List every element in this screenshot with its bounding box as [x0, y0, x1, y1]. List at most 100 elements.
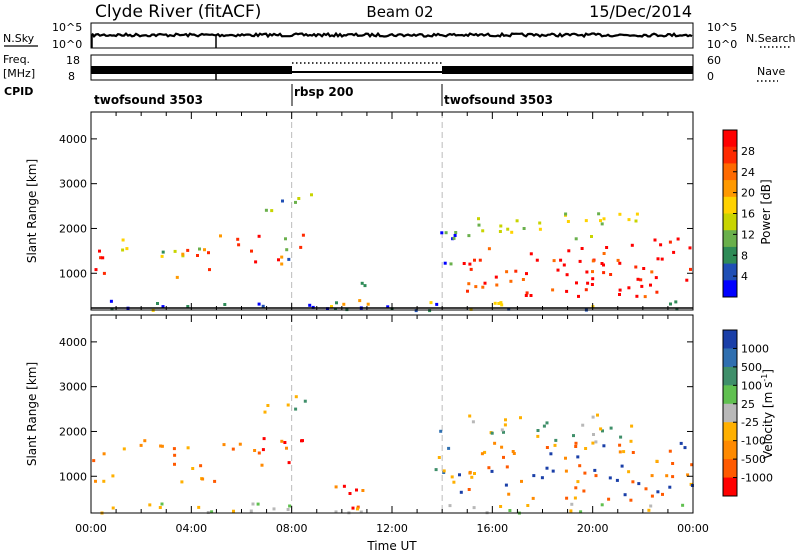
colorbar-tick-label: 4 — [741, 270, 748, 283]
time-tick-label: 04:00 — [175, 522, 207, 535]
echo-cell — [257, 234, 261, 238]
nsearch-label: N.Search — [746, 32, 796, 45]
echo-cell — [552, 259, 556, 263]
echo-cell — [631, 480, 635, 484]
echo-cell — [510, 230, 514, 234]
echo-cell — [303, 399, 307, 403]
colorbar-segment — [723, 403, 737, 423]
echo-cell — [635, 294, 639, 298]
echo-cell — [661, 492, 664, 496]
echo-cell — [284, 237, 287, 241]
time-tick-labels: 00:00 04:00 08:00 12:00 16:00 20:00 00:00 — [75, 522, 709, 535]
echo-cell — [223, 303, 227, 306]
y-tick-label: 1000 — [59, 267, 87, 280]
echo-cell — [574, 237, 578, 241]
echo-cell — [505, 270, 509, 274]
echo-cell — [636, 277, 640, 281]
echo-cell — [597, 212, 601, 216]
echo-cell — [429, 301, 433, 305]
echo-cell — [181, 252, 185, 256]
echo-cell — [477, 223, 481, 227]
echo-cell — [210, 510, 214, 514]
echo-cell — [519, 416, 522, 420]
echo-cell — [160, 444, 164, 448]
freq-tick-right-top: 60 — [707, 54, 721, 67]
echo-cell — [502, 430, 505, 434]
colorbar-segment — [723, 130, 737, 148]
nsky-tick-left-top: 10^5 — [52, 21, 82, 34]
echo-cell — [288, 504, 292, 508]
echo-cell — [690, 463, 694, 467]
echo-cell — [285, 248, 289, 252]
echo-cell — [675, 307, 679, 311]
nsky-tick-right-bottom: 10^0 — [707, 38, 737, 51]
echo-cell — [266, 404, 270, 407]
echo-cell — [361, 489, 365, 492]
colorbar-segment — [723, 230, 737, 248]
echo-cell — [156, 302, 159, 305]
power-marks — [94, 112, 692, 313]
velocity-y-axis: 1000 2000 3000 4000 — [59, 336, 693, 483]
echo-cell — [591, 277, 595, 281]
echo-cell — [111, 474, 115, 478]
echo-cell — [630, 243, 634, 247]
echo-cell — [679, 441, 683, 445]
echo-cell — [535, 258, 539, 262]
echo-cell — [551, 288, 555, 292]
time-tick-label: 16:00 — [476, 522, 508, 535]
echo-cell — [672, 250, 676, 254]
echo-cell — [553, 443, 557, 447]
echo-cell — [358, 299, 362, 303]
echo-cell — [497, 302, 501, 305]
echo-cell — [468, 414, 472, 418]
echo-cell — [121, 238, 125, 242]
echo-cell — [197, 505, 201, 509]
echo-cell — [650, 494, 654, 498]
y-tick-label: 3000 — [59, 381, 87, 394]
echo-cell — [507, 307, 511, 311]
echo-cell — [158, 506, 162, 509]
echo-cell — [487, 466, 491, 470]
echo-cell — [631, 451, 635, 454]
echo-cell — [442, 471, 446, 474]
echo-cell — [440, 231, 444, 235]
echo-cell — [490, 469, 494, 473]
echo-cell — [201, 477, 205, 481]
echo-cell — [578, 259, 582, 263]
freq-tick-left-top: 18 — [66, 54, 80, 67]
velocity-colorbar-label: Velocity [m s-1] — [760, 369, 775, 459]
echo-cell — [504, 483, 508, 487]
echo-cell — [602, 271, 606, 275]
echo-cell — [591, 441, 595, 445]
echo-cell — [655, 459, 659, 463]
echo-cell — [262, 437, 266, 441]
echo-cell — [335, 301, 338, 305]
echo-cell — [283, 441, 287, 444]
echo-cell — [618, 261, 622, 265]
colorbar-segment — [723, 330, 737, 349]
power-colorbar: 4 8 12 16 20 24 28 — [722, 129, 755, 298]
echo-cell — [454, 231, 458, 234]
echo-cell — [448, 504, 452, 508]
echo-cell — [356, 507, 359, 511]
echo-cell — [450, 475, 454, 479]
freq-label-line2: [MHz] — [3, 67, 35, 80]
echo-cell — [526, 504, 530, 507]
echo-cell — [355, 488, 358, 492]
echo-cell — [280, 262, 284, 266]
echo-cell — [627, 286, 631, 290]
echo-cell — [538, 227, 542, 231]
y-tick-label: 4000 — [59, 133, 87, 146]
echo-cell — [566, 220, 570, 223]
colorbar-segment — [723, 263, 737, 281]
echo-cell — [281, 199, 284, 203]
echo-cell — [286, 403, 290, 407]
echo-cell — [186, 248, 190, 252]
echo-cell — [515, 219, 519, 223]
echo-cell — [366, 302, 370, 306]
echo-cell — [634, 219, 638, 223]
echo-cell — [102, 452, 106, 456]
echo-cell — [580, 247, 584, 250]
echo-cell — [600, 262, 604, 265]
echo-cell — [264, 208, 268, 212]
